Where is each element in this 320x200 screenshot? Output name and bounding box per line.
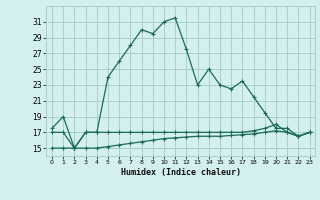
X-axis label: Humidex (Indice chaleur): Humidex (Indice chaleur) [121,168,241,177]
